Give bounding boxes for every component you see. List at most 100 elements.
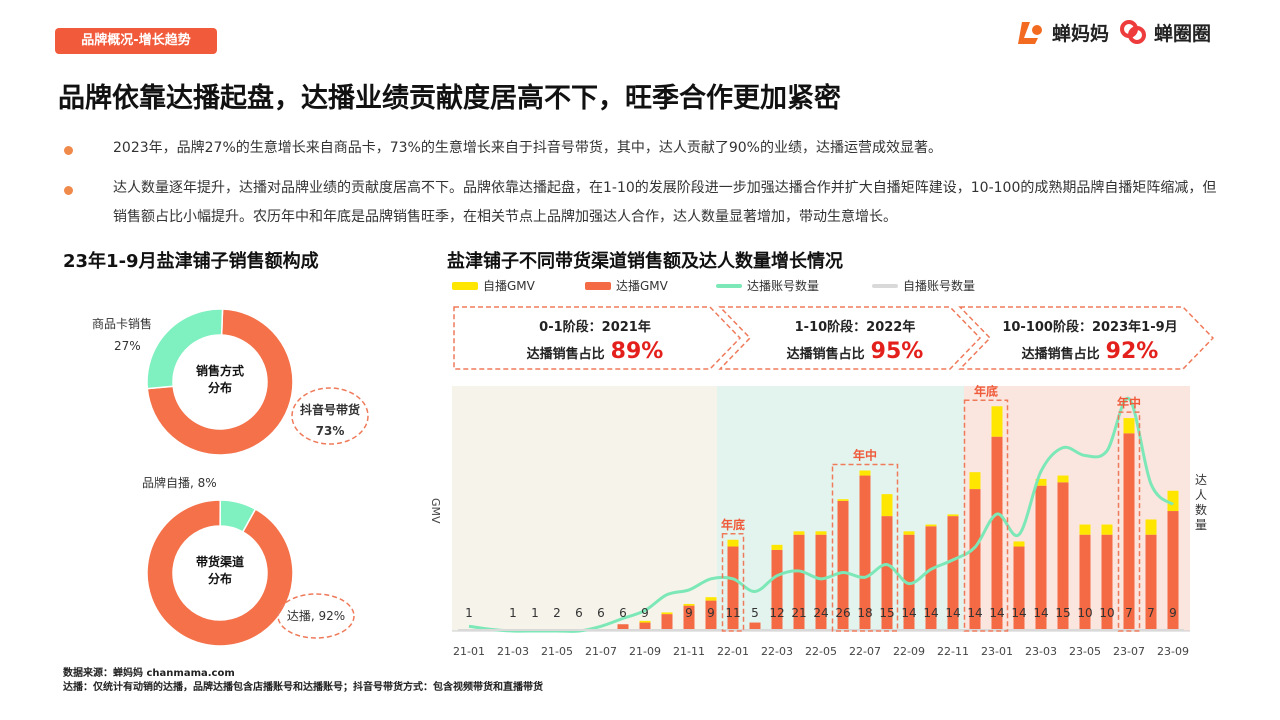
bar-self-gmv bbox=[771, 544, 783, 550]
x-tick-label: 22-07 bbox=[849, 645, 881, 658]
bar-self-gmv bbox=[837, 499, 849, 501]
donut2-center-line2: 分布 bbox=[208, 571, 232, 586]
donut1-label-a-pct: 27% bbox=[114, 339, 141, 353]
x-tick-label: 22-05 bbox=[805, 645, 837, 658]
phase-1: 0-1阶段：2021年 达播销售占比 89% bbox=[460, 306, 730, 370]
bar-count-label: 7 bbox=[1147, 606, 1155, 620]
phase-2-title: 1-10阶段：2022年 bbox=[794, 320, 916, 335]
bar-kol-gmv bbox=[1035, 485, 1047, 631]
bar-self-gmv bbox=[1057, 475, 1069, 483]
phase-2-line: 达播销售占比 95% bbox=[735, 339, 975, 364]
x-tick-label: 21-07 bbox=[585, 645, 617, 658]
bar-kol-gmv bbox=[859, 475, 871, 631]
donut1-slices bbox=[146, 308, 294, 456]
y2-axis-label-char: 人 bbox=[1195, 488, 1207, 502]
legend-label-self-gmv: 自播GMV bbox=[483, 279, 535, 293]
bar-self-gmv bbox=[881, 494, 893, 517]
bullet-dot-icon bbox=[64, 146, 73, 155]
x-tick-labels: 21-01 21-03 21-05 21-07 21-09 21-11 22-01 22-03… bbox=[453, 645, 1189, 658]
x-tick-label: 21-09 bbox=[629, 645, 661, 658]
bar-kol-gmv bbox=[991, 436, 1003, 631]
bar-count-label: 2 bbox=[553, 606, 561, 620]
phase-arrow-3 bbox=[958, 306, 1215, 370]
bars-group bbox=[595, 406, 1179, 631]
bullet-dot-icon bbox=[64, 186, 73, 195]
bullet-2-text: 达人数量逐年提升，达播对品牌业绩的贡献度居高不下。品牌依靠达播起盘，在1-10的… bbox=[113, 180, 1217, 225]
legend-label-self-accounts: 自播账号数量 bbox=[903, 279, 976, 293]
bar-self-gmv bbox=[925, 524, 937, 527]
bar-kol-gmv bbox=[661, 614, 673, 631]
phase-arrow-2 bbox=[718, 306, 982, 370]
right-chart-title: 盐津铺子不同带货渠道销售额及达人数量增长情况 bbox=[447, 251, 843, 272]
bar-count-label: 6 bbox=[597, 606, 605, 620]
bar-count-label: 26 bbox=[835, 606, 850, 620]
bar-kol-gmv bbox=[1145, 534, 1157, 631]
season-annotation: 年中 bbox=[853, 447, 877, 462]
donut2-label-b: 达播, 92% bbox=[287, 609, 345, 623]
bar-count-label: 1 bbox=[531, 606, 539, 620]
bullet-1-text: 2023年，品牌27%的生意增长来自商品卡，73%的生意增长来自于抖音号带货，其… bbox=[113, 140, 942, 156]
bar-count-label: 14 bbox=[1033, 606, 1048, 620]
bar-count-label: 14 bbox=[989, 606, 1004, 620]
donut2-slices bbox=[146, 499, 294, 647]
donut1-slice-product-card bbox=[146, 308, 224, 390]
legend-swatch-self-accounts bbox=[872, 283, 898, 288]
bar-self-gmv bbox=[969, 472, 981, 490]
phase-1-title: 0-1阶段：2021年 bbox=[539, 320, 651, 335]
left-chart-title: 23年1-9月盐津铺子销售额构成 bbox=[63, 251, 319, 272]
bar-count-label: 14 bbox=[923, 606, 938, 620]
x-tick-label: 22-09 bbox=[893, 645, 925, 658]
x-tick-label: 21-11 bbox=[673, 645, 705, 658]
bar-count-label: 14 bbox=[967, 606, 982, 620]
donut1-label-b: 抖音号带货 bbox=[300, 402, 360, 417]
phase-2-line-label: 达播销售占比 bbox=[786, 347, 865, 362]
bar-kol-gmv bbox=[881, 516, 893, 631]
bar-count-label: 10 bbox=[1099, 606, 1114, 620]
season-annotation: 年中 bbox=[1117, 395, 1141, 410]
bar-self-gmv bbox=[727, 539, 739, 547]
bar-kol-gmv bbox=[837, 500, 849, 631]
bar-count-label: 21 bbox=[791, 606, 806, 620]
x-tick-label: 21-01 bbox=[453, 645, 485, 658]
bar-self-gmv bbox=[1145, 519, 1157, 535]
bar-count-label: 1 bbox=[509, 606, 517, 620]
donut-sales-method: 销售方式 分布 商品卡销售 27% 抖音号带货 73% bbox=[92, 308, 369, 456]
bar-kol-gmv bbox=[617, 624, 629, 631]
bar-labels: 1 1 1 2 6 6 6 9 9 9 11 5 12 21 24 26 18 15 14 14 14 14 14 14 14 1… bbox=[465, 606, 1177, 620]
bar-count-label: 15 bbox=[1055, 606, 1070, 620]
x-tick-label: 23-07 bbox=[1113, 645, 1145, 658]
highlight-box bbox=[721, 533, 745, 632]
chanmama-logo-icon bbox=[1018, 22, 1042, 44]
x-tick-label: 23-09 bbox=[1157, 645, 1189, 658]
bar-self-gmv bbox=[859, 470, 871, 476]
brand1-label: 蝉妈妈 bbox=[1052, 22, 1110, 45]
phase-bg-2021 bbox=[452, 386, 717, 631]
phase-2-pct: 95% bbox=[870, 339, 924, 364]
x-tick-label: 21-03 bbox=[497, 645, 529, 658]
bar-kol-gmv bbox=[1123, 433, 1135, 631]
bar-count-label: 9 bbox=[685, 606, 693, 620]
legend-label-kol-gmv: 达播GMV bbox=[616, 279, 668, 293]
highlight-box bbox=[963, 399, 1009, 632]
line-group bbox=[458, 397, 1184, 633]
source-line-1: 数据来源：蝉妈妈 chanmama.com bbox=[63, 668, 235, 679]
donut1-center-line1: 销售方式 bbox=[196, 363, 244, 378]
legend-swatch-self-gmv bbox=[452, 281, 478, 290]
bar-count-label: 24 bbox=[813, 606, 828, 620]
donut2-label-a: 品牌自播, 8% bbox=[142, 476, 217, 490]
brand-chanmama: 蝉妈妈 bbox=[1016, 18, 1109, 46]
season-annotation: 年底 bbox=[974, 383, 998, 398]
bar-kol-gmv bbox=[947, 516, 959, 631]
bar-kol-gmv bbox=[793, 534, 805, 631]
x-tick-label: 21-05 bbox=[541, 645, 573, 658]
bar-kol-gmv bbox=[771, 549, 783, 631]
phase-3: 10-100阶段：2023年1-9月 达播销售占比 92% bbox=[975, 306, 1205, 370]
bar-self-gmv bbox=[1101, 524, 1113, 535]
x-tick-label: 23-05 bbox=[1069, 645, 1101, 658]
legend-swatch-kol-accounts bbox=[716, 283, 742, 288]
bar-self-gmv bbox=[815, 531, 827, 535]
bar-count-label: 9 bbox=[707, 606, 715, 620]
bar-count-label: 14 bbox=[901, 606, 916, 620]
